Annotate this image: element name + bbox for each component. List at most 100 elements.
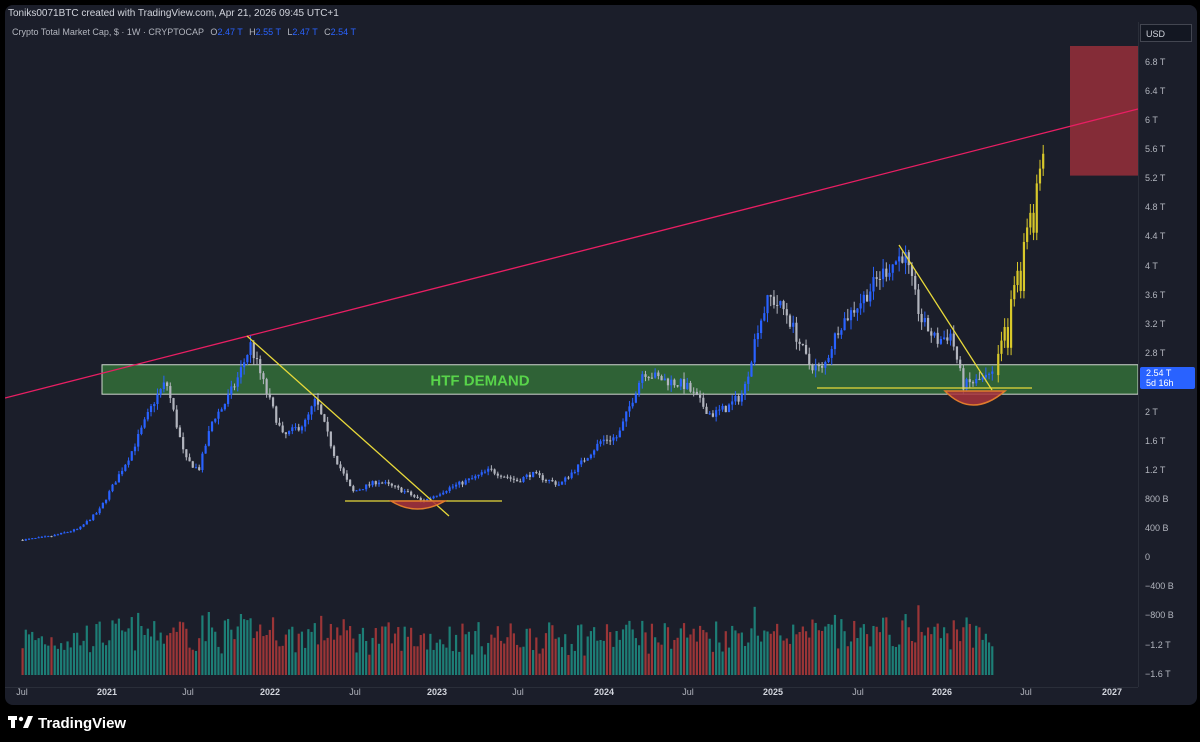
- volume-bar: [76, 632, 79, 675]
- candle-body: [589, 454, 593, 459]
- volume-bar: [515, 644, 519, 675]
- volume-bar: [217, 646, 220, 675]
- volume-bar: [387, 622, 390, 675]
- volume-bar: [294, 652, 297, 675]
- volume-bar: [323, 640, 326, 675]
- volume-bar: [98, 621, 101, 675]
- volume-bar: [304, 647, 307, 675]
- tradingview-logo[interactable]: TradingView: [8, 713, 126, 733]
- candle-body: [650, 377, 654, 379]
- candle-body: [548, 479, 551, 481]
- volume-bar: [535, 637, 538, 675]
- volume-bar: [371, 637, 374, 675]
- candle-body: [95, 513, 98, 515]
- time-tick: 2021: [96, 687, 118, 697]
- downtrend-line-2022: [246, 335, 450, 517]
- volume-bar: [108, 640, 111, 675]
- candle-body: [214, 418, 217, 422]
- volume-bar: [618, 639, 621, 675]
- candle-body: [955, 346, 959, 360]
- candle-body: [535, 472, 538, 474]
- candle-body: [217, 411, 220, 419]
- volume-bar: [114, 623, 117, 675]
- candle-body: [962, 368, 965, 390]
- volume-bar: [756, 635, 759, 675]
- candle-body: [496, 473, 499, 476]
- candle-body: [320, 404, 323, 415]
- volume-bar: [393, 633, 397, 675]
- volume-bar: [34, 640, 37, 675]
- volume-bar: [856, 638, 859, 675]
- volume-bar: [255, 631, 259, 675]
- candle-body: [178, 427, 182, 438]
- price-axis-border: [1138, 22, 1139, 687]
- candle-body: [551, 479, 554, 482]
- volume-bar: [410, 627, 413, 675]
- candle-body: [538, 473, 541, 476]
- projection-body: [1042, 153, 1045, 169]
- candle-body: [792, 322, 795, 327]
- volume-bar: [984, 633, 987, 675]
- volume-bar: [637, 645, 641, 675]
- volume-bar: [111, 620, 114, 675]
- candle-body: [323, 414, 326, 422]
- chart-plot[interactable]: HTF DEMAND: [5, 5, 1138, 687]
- candle-body: [50, 536, 53, 538]
- candle-body: [885, 268, 888, 277]
- candle-body: [194, 467, 198, 469]
- volume-bar: [522, 646, 525, 675]
- volume-bar: [528, 628, 532, 675]
- volume-bar: [243, 619, 246, 675]
- volume-bar: [104, 645, 108, 675]
- volume-bar: [47, 645, 50, 675]
- candle-body: [753, 339, 756, 363]
- candle-body: [345, 473, 348, 480]
- symbol-legend[interactable]: Crypto Total Market Cap, $ · 1W · CRYPTO…: [12, 27, 356, 37]
- projection-body: [1019, 270, 1022, 292]
- volume-bar: [512, 633, 515, 675]
- volume-bar: [519, 647, 522, 675]
- price-tick: 6 T: [1145, 115, 1158, 125]
- volume-bar: [194, 650, 198, 675]
- candle-body: [79, 526, 82, 530]
- projection-candles: [997, 144, 1045, 383]
- projection-body: [1032, 212, 1035, 233]
- volume-bar: [907, 627, 910, 675]
- candle-body: [984, 374, 987, 378]
- volume-bar: [53, 645, 56, 675]
- volume-bar: [721, 651, 724, 675]
- volume-bar: [236, 626, 239, 675]
- bar-countdown: 5d 16h: [1146, 378, 1174, 388]
- currency-selector[interactable]: USD: [1140, 24, 1192, 42]
- volume-bar: [474, 631, 477, 675]
- volume-bar: [72, 633, 76, 675]
- volume-bar: [859, 627, 862, 675]
- open-label: O: [210, 27, 218, 37]
- candle-body: [837, 333, 840, 335]
- candle-body: [300, 426, 304, 431]
- price-tick: 4.4 T: [1145, 231, 1166, 241]
- candle-body: [393, 485, 397, 487]
- candle-body: [576, 464, 580, 472]
- volume-bar: [149, 636, 153, 675]
- volume-bar: [737, 633, 740, 675]
- candle-body: [821, 365, 824, 368]
- time-tick: Jul: [349, 687, 361, 697]
- volume-bar: [978, 627, 981, 675]
- candle-body: [24, 539, 27, 541]
- candle-body: [410, 491, 413, 496]
- volume-bar: [602, 640, 605, 675]
- volume-bar: [268, 629, 271, 675]
- volume-bar: [95, 624, 98, 675]
- candle-body: [734, 395, 737, 402]
- volume-bar: [82, 640, 85, 675]
- candle-body: [56, 534, 60, 536]
- candle-body: [259, 359, 262, 374]
- volume-bar: [426, 649, 429, 675]
- candle-body: [724, 405, 727, 413]
- candle-body: [657, 372, 660, 377]
- volume-bar: [538, 653, 541, 675]
- candle-body: [910, 265, 914, 276]
- volume-bar: [265, 634, 268, 675]
- volume-bar: [666, 627, 670, 675]
